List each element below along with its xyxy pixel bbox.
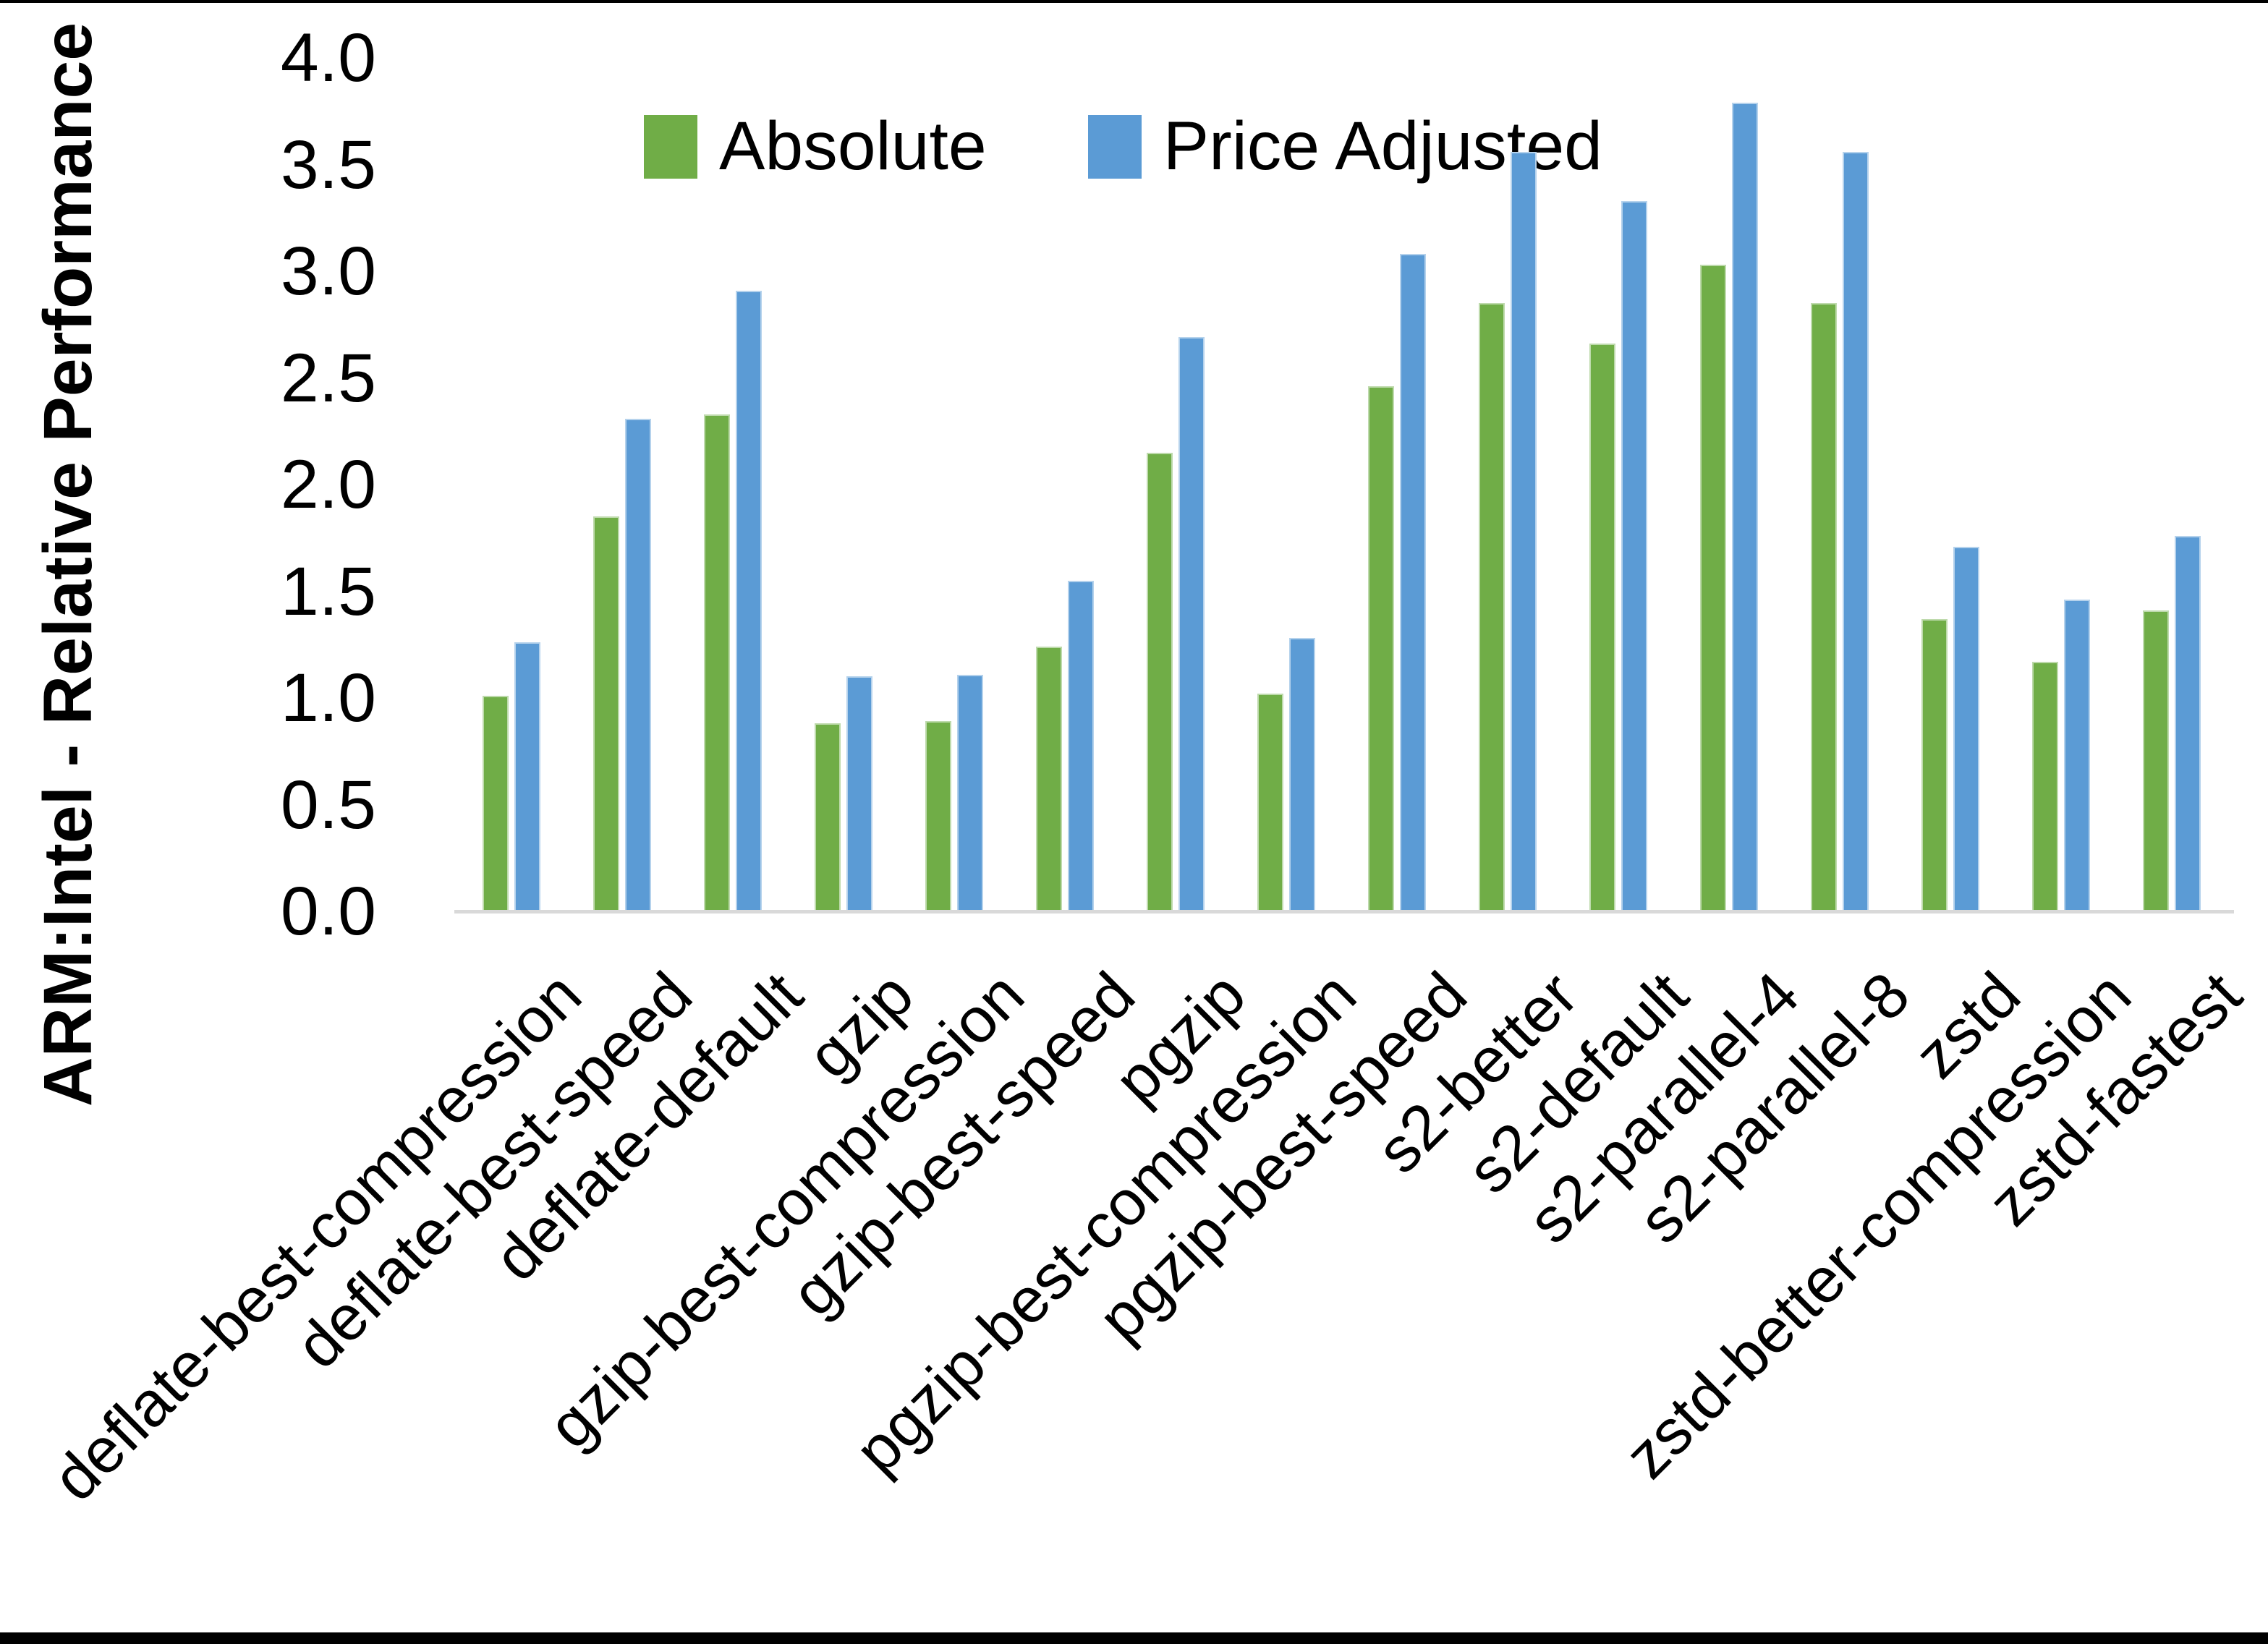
legend-swatch-absolute — [644, 114, 697, 179]
y-tick-label: 0.0 — [280, 873, 376, 950]
bar-price-adjusted-zstd — [1953, 547, 1979, 911]
legend-label-absolute: Absolute — [719, 108, 987, 184]
y-tick-label: 4.0 — [280, 20, 376, 96]
bar-price-adjusted-gzip-best-speed — [1068, 581, 1094, 911]
y-tick-label: 0.5 — [280, 766, 376, 843]
y-tick-label: 1.5 — [280, 553, 376, 630]
bar-absolute-zstd-fastest — [2143, 610, 2169, 911]
y-tick-label: 3.0 — [280, 233, 376, 310]
bar-absolute-gzip-best-speed — [1036, 647, 1062, 911]
bar-price-adjusted-s2-parallel-8 — [1843, 152, 1869, 911]
x-axis-line — [454, 910, 2234, 913]
y-tick-label: 2.5 — [280, 339, 376, 417]
bar-price-adjusted-pgzip — [1178, 337, 1205, 911]
bar-absolute-pgzip-best-speed — [1368, 386, 1394, 911]
bar-absolute-s2-parallel-4 — [1700, 265, 1726, 911]
bar-absolute-s2-better — [1479, 303, 1505, 911]
y-tick-label: 2.0 — [280, 446, 376, 523]
bar-absolute-deflate-best-compression — [483, 696, 509, 911]
bar-absolute-deflate-best-speed — [593, 516, 619, 911]
bar-absolute-gzip-best-compression — [925, 721, 951, 911]
bar-price-adjusted-s2-parallel-4 — [1732, 103, 1758, 911]
bar-price-adjusted-s2-better — [1511, 152, 1537, 911]
bar-price-adjusted-zstd-fastest — [2175, 536, 2201, 911]
bar-price-adjusted-gzip — [846, 676, 872, 911]
bar-absolute-s2-default — [1589, 344, 1615, 911]
y-tick-label: 1.0 — [280, 660, 376, 736]
legend-swatch-price-adjusted — [1087, 114, 1142, 179]
bar-absolute-gzip — [815, 723, 841, 911]
bar-price-adjusted-gzip-best-compression — [957, 675, 983, 911]
legend-item-absolute: Absolute — [644, 107, 987, 186]
bar-absolute-zstd-better-compression — [2032, 662, 2058, 911]
bar-price-adjusted-deflate-best-speed — [625, 419, 651, 911]
bar-price-adjusted-pgzip-best-speed — [1400, 254, 1426, 911]
top-frame-line — [0, 0, 2268, 3]
bottom-frame-line — [0, 1632, 2268, 1644]
bar-absolute-pgzip — [1147, 453, 1173, 911]
bar-absolute-s2-parallel-8 — [1811, 303, 1837, 911]
bar-price-adjusted-deflate-default — [736, 291, 762, 911]
bar-price-adjusted-s2-default — [1621, 201, 1647, 911]
bar-absolute-deflate-default — [704, 414, 730, 911]
bar-absolute-zstd — [1921, 619, 1948, 911]
y-tick-label: 3.5 — [280, 126, 376, 203]
bar-price-adjusted-deflate-best-compression — [514, 642, 540, 911]
bar-price-adjusted-zstd-better-compression — [2064, 600, 2090, 911]
bar-price-adjusted-pgzip-best-compression — [1289, 638, 1315, 911]
bar-absolute-pgzip-best-compression — [1257, 694, 1283, 911]
